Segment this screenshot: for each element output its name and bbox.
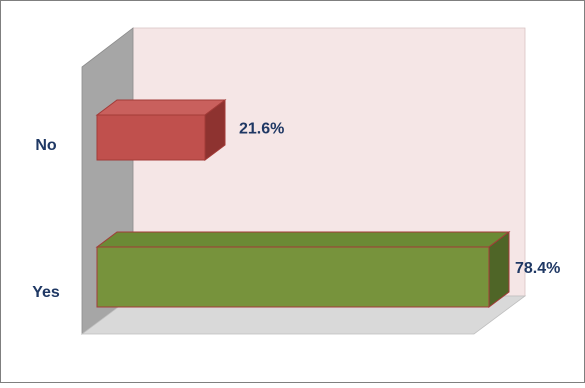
bar-no-side <box>204 99 226 161</box>
bar-no-top <box>95 99 227 116</box>
category-label-yes: Yes <box>32 284 60 301</box>
bar-yes-top <box>95 231 511 248</box>
data-label-no: 21.6% <box>239 121 284 138</box>
bar-yes <box>95 231 511 308</box>
category-label-no: No <box>35 137 57 154</box>
bar-no <box>95 99 227 161</box>
bar-yes-side <box>488 231 510 308</box>
bar-no-front <box>96 114 206 161</box>
data-label-yes: 78.4% <box>515 260 560 277</box>
bar-yes-front <box>96 246 490 308</box>
